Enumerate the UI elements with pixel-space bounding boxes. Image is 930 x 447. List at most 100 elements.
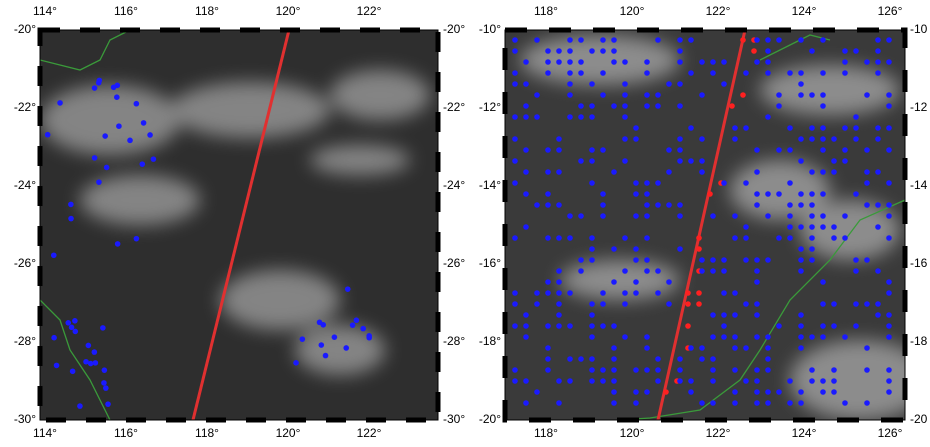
blue-dot [622,301,628,307]
blue-dot [512,323,518,329]
blue-dot [732,367,738,373]
blue-dot [567,290,573,296]
blue-dot [534,301,540,307]
bottom-label: 124° [792,426,817,440]
bottom-label: 120° [276,426,301,440]
bottom-label: 118° [195,426,219,440]
blue-dot [600,213,606,219]
red-dot [685,323,691,329]
blue-dot [655,92,661,98]
blue-dot [820,147,826,153]
blue-dot [534,389,540,395]
blue-dot [765,48,771,54]
blue-dot [57,100,63,106]
blue-dot [699,257,705,263]
blue-dot [732,345,738,351]
blue-dot [886,213,892,219]
blue-dot [114,94,120,100]
blue-dot [567,323,573,329]
blue-dot [567,114,573,120]
blue-dot [611,37,617,43]
blue-dot [710,268,716,274]
blue-dot [633,125,639,131]
blue-dot [578,70,584,76]
red-dot [751,48,757,54]
blue-dot [721,334,727,340]
blue-dot [578,59,584,65]
blue-dot [556,169,562,175]
blue-dot [710,378,716,384]
blue-dot [886,367,892,373]
blue-dot [666,147,672,153]
top-label: 116° [114,4,138,18]
blue-dot [523,191,529,197]
blue-dot [732,213,738,219]
blue-dot [831,169,837,175]
blue-dot [743,70,749,76]
blue-dot [864,59,870,65]
blue-dot [875,136,881,142]
blue-dot [512,158,518,164]
red-dot [729,103,735,109]
blue-dot [600,323,606,329]
blue-dot [523,312,529,318]
blue-dot [688,158,694,164]
blue-dot [787,180,793,186]
right-label: -28° [443,334,465,348]
blue-dot [787,224,793,230]
blue-dot [534,92,540,98]
blue-dot [101,380,107,386]
blue-dot [776,235,782,241]
top-label: 124° [792,4,817,18]
blue-dot [545,147,551,153]
blue-dot [589,378,595,384]
blue-dot [556,400,562,406]
blue-dot [622,136,628,142]
map-figure: 114°116°118°120°122°114°116°118°120°122°… [0,0,930,442]
blue-dot [842,235,848,241]
blue-dot [743,125,749,131]
blue-dot [886,37,892,43]
blue-dot [776,323,782,329]
blue-dot [578,257,584,263]
blue-dot [127,138,133,144]
blue-dot [600,92,606,98]
blue-dot [787,125,793,131]
blue-dot [754,312,760,318]
blue-dot [886,202,892,208]
blue-dot [809,92,815,98]
blue-dot [721,268,727,274]
blue-dot [820,334,826,340]
blue-dot [88,361,94,367]
bottom-label: 126° [878,426,903,440]
blue-dot [875,202,881,208]
blue-dot [776,389,782,395]
blue-dot [886,147,892,153]
blue-dot [875,37,881,43]
right-label: -10 [910,22,928,36]
blue-dot [710,59,716,65]
blue-dot [350,322,356,328]
blue-dot [732,334,738,340]
red-dot [696,290,702,296]
blue-dot [864,345,870,351]
blue-dot [864,169,870,175]
blue-dot [523,103,529,109]
blue-dot [567,37,573,43]
blue-dot [141,120,147,126]
bottom-label: 116° [114,426,138,440]
blue-dot [655,268,661,274]
right-label: -20° [443,22,465,36]
blue-dot [655,202,661,208]
blue-dot [644,389,650,395]
blue-dot [798,257,804,263]
blue-dot [886,378,892,384]
blue-dot [600,147,606,153]
blue-dot [754,334,760,340]
blue-dot [545,169,551,175]
blue-dot [600,367,606,373]
top-label: 126° [878,4,903,18]
blue-dot [633,180,639,186]
blue-dot [710,257,716,263]
blue-dot [589,334,595,340]
